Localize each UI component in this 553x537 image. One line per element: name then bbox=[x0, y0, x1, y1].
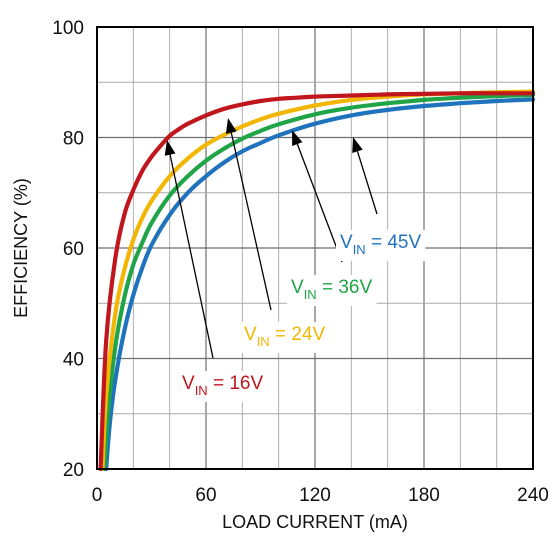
label-main: V bbox=[182, 373, 195, 394]
series-label-2: VIN = 36V bbox=[287, 275, 377, 306]
y-tick-label: 60 bbox=[63, 239, 84, 260]
label-rest: = 16V bbox=[208, 373, 264, 394]
y-tick-label: 20 bbox=[63, 460, 84, 481]
series-label-text: VIN = 24V bbox=[244, 324, 325, 349]
label-main: V bbox=[244, 324, 257, 345]
arrow-head bbox=[164, 140, 176, 156]
series-label-text: VIN = 36V bbox=[291, 277, 372, 302]
series-label-3: VIN = 45V bbox=[336, 230, 426, 261]
series-line-vin-3 bbox=[104, 97, 536, 472]
label-subscript: IN bbox=[353, 242, 366, 257]
series-lines bbox=[98, 89, 536, 472]
x-tick-label: 0 bbox=[92, 485, 103, 506]
arrow-line bbox=[296, 143, 343, 263]
label-subscript: IN bbox=[195, 383, 208, 398]
arrow-line bbox=[356, 151, 378, 215]
label-background bbox=[240, 322, 330, 353]
arrow-head bbox=[225, 118, 237, 134]
plot-frame bbox=[96, 26, 534, 470]
arrow-line bbox=[230, 132, 272, 311]
label-rest: = 45V bbox=[366, 232, 422, 253]
label-background bbox=[287, 275, 377, 306]
tick-labels: 0 60 120 180 240 20 40 60 80 100 bbox=[52, 18, 549, 506]
label-background bbox=[336, 230, 426, 261]
arrow-head bbox=[352, 137, 363, 153]
series-label-1: VIN = 24V bbox=[240, 322, 330, 353]
arrow-head bbox=[292, 130, 303, 146]
series-line-vin-0 bbox=[98, 91, 536, 472]
x-axis-title: LOAD CURRENT (mA) bbox=[222, 512, 408, 532]
x-tick-label: 240 bbox=[517, 485, 549, 506]
label-subscript: IN bbox=[304, 287, 317, 302]
series-line-vin-2 bbox=[102, 92, 536, 472]
x-tick-label: 120 bbox=[299, 485, 331, 506]
y-tick-label: 80 bbox=[63, 129, 84, 150]
series-label-text: VIN = 16V bbox=[182, 373, 263, 398]
label-rest: = 24V bbox=[270, 324, 326, 345]
x-tick-label: 180 bbox=[408, 485, 440, 506]
y-axis-title: EFFICIENCY (%) bbox=[11, 178, 31, 318]
y-tick-label: 100 bbox=[52, 18, 84, 39]
label-main: V bbox=[291, 277, 304, 298]
series-label-0: VIN = 16V bbox=[178, 371, 268, 402]
label-rest: = 36V bbox=[317, 277, 373, 298]
label-main: V bbox=[340, 232, 353, 253]
label-subscript: IN bbox=[257, 334, 270, 349]
x-tick-label: 60 bbox=[195, 485, 216, 506]
label-background bbox=[178, 371, 268, 402]
arrow-line bbox=[169, 154, 214, 359]
y-tick-label: 40 bbox=[63, 350, 84, 371]
series-label-text: VIN = 45V bbox=[340, 232, 421, 257]
